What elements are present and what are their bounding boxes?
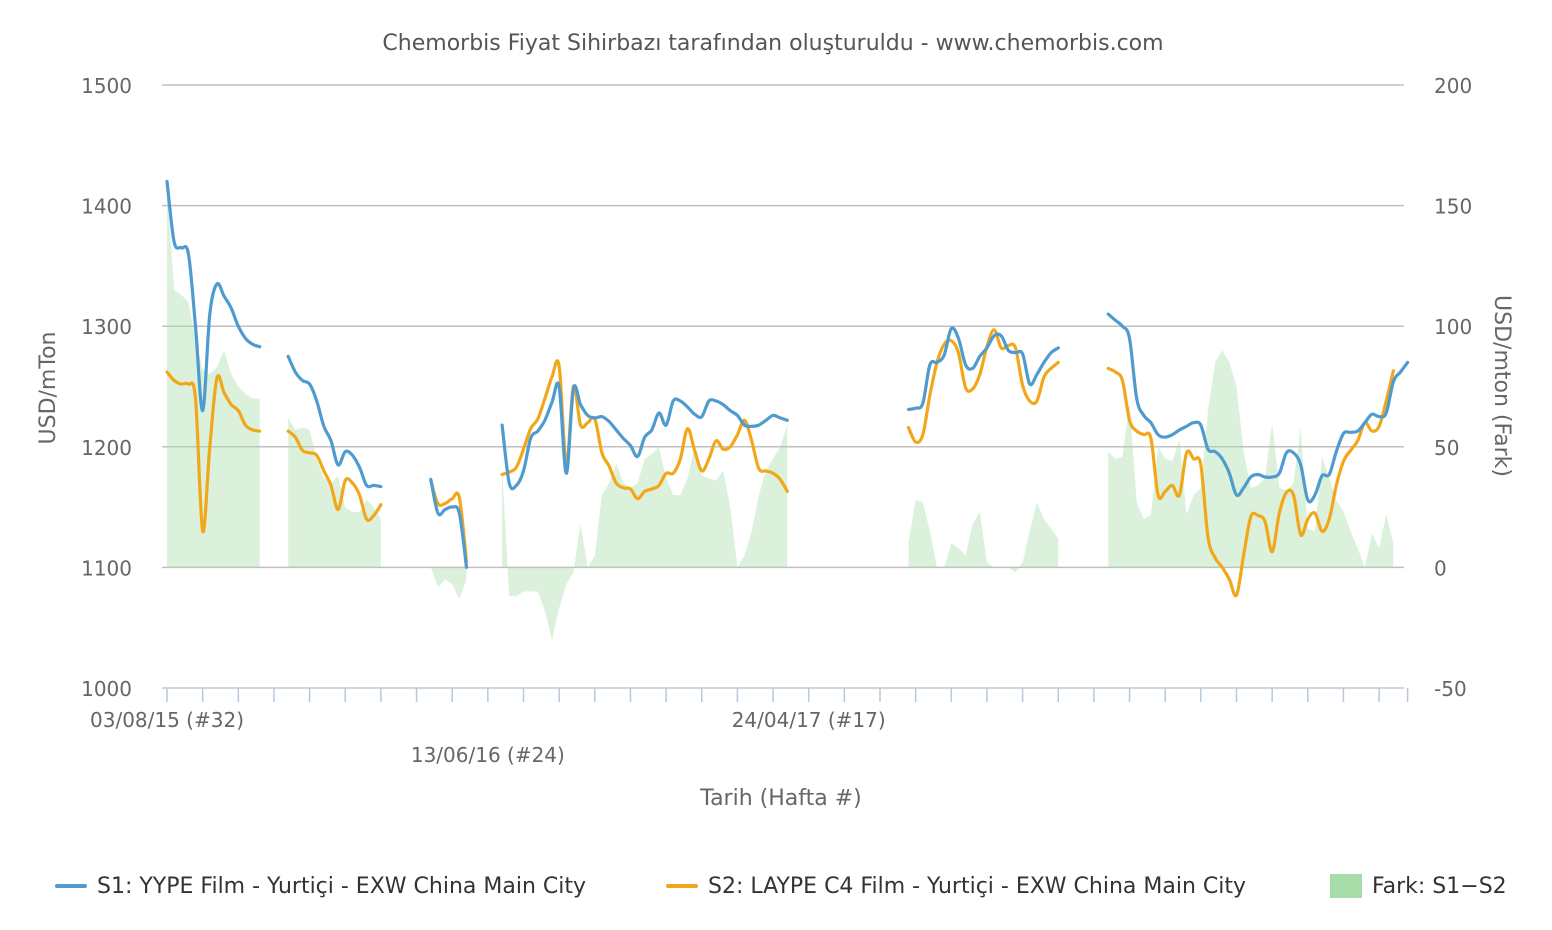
chart-legend: S1: YYPE Film - Yurtiçi - EXW China Main… (0, 868, 1552, 904)
x-axis-label: Tarih (Hafta #) (699, 786, 861, 811)
y-tick-label: 1400 (81, 195, 132, 219)
series-lines (165, 179, 1410, 598)
y-tick-label: 1100 (81, 556, 132, 580)
fark-area-segment (1108, 350, 1394, 568)
s2-line-segment (1106, 366, 1395, 598)
legend-label-s2: S2: LAYPE C4 Film - Yurtiçi - EXW China … (708, 873, 1247, 899)
fark-area (167, 186, 1394, 640)
y-axis-label: USD/mTon (36, 332, 61, 445)
s2-line-segment (429, 479, 469, 563)
legend-swatch-fark (1330, 874, 1362, 898)
x-axis (162, 687, 1409, 702)
y2-tick-label: 150 (1434, 195, 1472, 219)
legend-swatch-s1 (55, 884, 87, 888)
x-tick-label: 24/04/17 (#17) (732, 708, 886, 732)
s1-line-segment (429, 477, 469, 569)
s1-line-segment (1106, 312, 1410, 504)
y2-axis-label: USD/mton (Fark) (1489, 295, 1514, 477)
legend-label-s1: S1: YYPE Film - Yurtiçi - EXW China Main… (97, 873, 586, 899)
y-tick-label: 1500 (81, 74, 132, 98)
s2-line-segment (906, 328, 1060, 445)
y-axis-ticks: 1500 200 1400 150 1300 100 1200 50 1100 0 1000 -50 (81, 74, 1472, 701)
fark-area-segment (502, 425, 788, 640)
s2-line-segment (165, 370, 262, 534)
y-tick-label: 1200 (81, 436, 132, 460)
chart-title: Chemorbis Fiyat Sihirbazı tarafından olu… (382, 31, 1163, 56)
y2-tick-label: 100 (1434, 315, 1472, 339)
y2-tick-label: 0 (1434, 556, 1447, 580)
y2-tick-label: 200 (1434, 74, 1472, 98)
fark-area-segment (167, 186, 260, 568)
legend-item-fark[interactable]: Fark: S1−S2 (1330, 868, 1507, 904)
s1-line-segment (906, 326, 1060, 411)
legend-item-s1[interactable]: S1: YYPE Film - Yurtiçi - EXW China Main… (55, 868, 586, 904)
fark-area-segment (430, 567, 467, 599)
y2-tick-label: 50 (1434, 436, 1459, 460)
legend-swatch-s2 (666, 884, 698, 888)
s1-line-segment (500, 381, 789, 491)
x-tick-label: 13/06/16 (#24) (411, 743, 565, 767)
grid-lines (162, 84, 1404, 569)
s2-line-segment (286, 429, 383, 522)
s2-line-segment (500, 359, 789, 501)
y2-tick-label: -50 (1434, 677, 1467, 701)
legend-item-s2[interactable]: S2: LAYPE C4 Film - Yurtiçi - EXW China … (666, 868, 1246, 904)
s1-line-segment (286, 354, 383, 489)
x-tick-label: 03/08/15 (#32) (90, 708, 244, 732)
legend-label-fark: Fark: S1−S2 (1372, 873, 1507, 899)
y-tick-label: 1000 (81, 677, 132, 701)
s1-line-segment (165, 179, 262, 413)
y-tick-label: 1300 (81, 315, 132, 339)
x-axis-tick-labels: 03/08/15 (#32) 13/06/16 (#24) 24/04/17 (#1… (90, 708, 886, 767)
fark-area-segment (908, 499, 1059, 573)
